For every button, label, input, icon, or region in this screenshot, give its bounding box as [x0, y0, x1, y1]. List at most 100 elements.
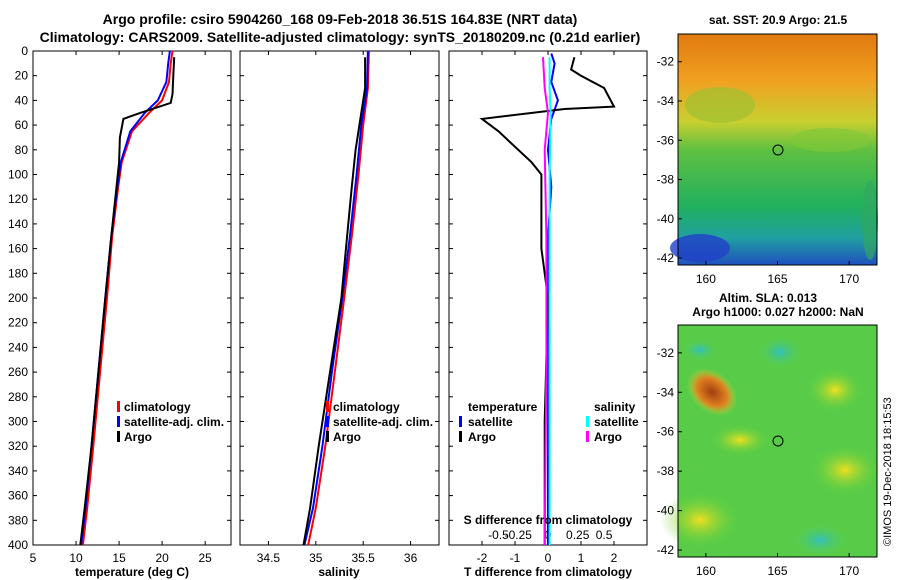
- map-y-tick-label: -32: [657, 55, 675, 69]
- legend-swatch-climatology: [326, 401, 329, 412]
- series-line-salinity-satellite: [548, 57, 552, 545]
- series-line-climatology: [307, 51, 370, 545]
- sla-axes: 160 165 170 -32 -34 -36 -38 -40 -42: [657, 346, 860, 578]
- sla-map-title-1: Altim. SLA: 0.013: [719, 291, 817, 305]
- sst-patch: [862, 180, 878, 260]
- map-y-tick-label: -32: [657, 346, 675, 360]
- temperature-x-axis: 5 10 15 20 25: [30, 51, 212, 565]
- difference-lines: [479, 53, 616, 545]
- sla-patch: [686, 368, 738, 416]
- y-tick-label: 240: [8, 340, 28, 354]
- y-tick-label: 340: [8, 464, 28, 478]
- legend-swatch-s-argo: [586, 431, 589, 442]
- salinity-xlabel: salinity: [318, 565, 360, 579]
- difference-x-axis: -2 -1 0 1 2-0.5-0.25 0 0.25 0.5: [477, 51, 618, 565]
- legend-swatch-climatology: [117, 401, 120, 412]
- series-line-satellite-adj-clim-: [303, 51, 369, 545]
- map-y-tick-label: -36: [657, 425, 675, 439]
- legend-label: satellite: [594, 415, 639, 429]
- argo-location-marker: [772, 435, 784, 447]
- y-tick-label: 160: [8, 242, 28, 256]
- legend-title-salinity: salinity: [594, 400, 636, 414]
- y-tick-label: 220: [8, 316, 28, 330]
- y-tick-label: 280: [8, 390, 28, 404]
- argo-location-marker: [772, 144, 784, 156]
- x-tick-label: 25: [198, 551, 212, 565]
- y-tick-label: 100: [8, 168, 28, 182]
- legend-swatch-satellite: [326, 416, 329, 427]
- difference-xlabel2: S difference from climatology: [464, 513, 633, 527]
- map-x-tick-label: 170: [839, 272, 859, 286]
- y-tick-label: 380: [8, 513, 28, 527]
- legend-swatch-argo: [117, 431, 120, 442]
- sst-axes: 160 165 170 -32 -34 -36 -38 -40 -42: [657, 55, 860, 286]
- sla-patch: [710, 424, 770, 456]
- sst-map-title: sat. SST: 20.9 Argo: 21.5: [709, 13, 848, 27]
- legend-swatch-argo: [326, 431, 329, 442]
- y-tick-label: 80: [15, 143, 29, 157]
- temperature-legend: climatology satellite-adj. clim. Argo: [117, 400, 224, 444]
- salinity-lines: [302, 51, 370, 545]
- map-x-tick-label: 160: [696, 272, 716, 286]
- legend-label: climatology: [124, 400, 191, 414]
- salinity-x-axis: 34.5 35 35.5 36: [257, 51, 418, 565]
- x-tick-label: 35.5: [352, 551, 376, 565]
- legend-label: climatology: [333, 400, 400, 414]
- y-tick-label: 0: [21, 44, 28, 58]
- legend-label: satellite: [468, 415, 513, 429]
- depth-axis: 0 20 40 60 80 100 120 140 160 180 200 220 240 260 280 3…: [8, 44, 647, 552]
- legend-swatch-t-satellite: [459, 416, 462, 427]
- y-tick-label: 320: [8, 439, 28, 453]
- map-x-tick-label: 165: [767, 272, 787, 286]
- y-tick-label: 20: [15, 69, 29, 83]
- x-tick-label: 0: [545, 551, 552, 565]
- x2-tick-label: -0.5: [488, 528, 509, 542]
- series-line-salinity-argo: [542, 57, 550, 545]
- map-x-tick-label: 170: [839, 564, 859, 578]
- sla-patch: [680, 338, 720, 362]
- legend-label: satellite-adj. clim.: [333, 415, 433, 429]
- x-tick-label: -2: [477, 551, 488, 565]
- x-tick-label: 2: [611, 551, 618, 565]
- map-y-tick-label: -40: [657, 212, 675, 226]
- temperature-panel: [32, 50, 232, 546]
- legend-label: Argo: [468, 430, 496, 444]
- y-tick-label: 360: [8, 489, 28, 503]
- map-y-tick-label: -38: [657, 464, 675, 478]
- sla-map-title-2: Argo h1000: 0.027 h2000: NaN: [692, 305, 863, 319]
- sst-patch: [670, 234, 730, 262]
- x-tick-label: 10: [69, 551, 83, 565]
- temperature-lines: [79, 51, 176, 545]
- salinity-panel: [239, 50, 440, 546]
- sla-patch: [810, 445, 880, 495]
- difference-legend: temperature satellite Argo salinity sate…: [459, 400, 639, 444]
- map-y-tick-label: -34: [657, 385, 675, 399]
- legend-title-temperature: temperature: [468, 400, 538, 414]
- x-tick-label: -1: [510, 551, 521, 565]
- legend-swatch-s-satellite: [586, 416, 589, 427]
- x2-tick-label: -0.25: [505, 528, 533, 542]
- x2-tick-label: 0.25: [566, 528, 590, 542]
- sst-map: [670, 33, 878, 266]
- y-tick-label: 260: [8, 365, 28, 379]
- x2-tick-label: 0.5: [596, 528, 613, 542]
- sla-patch: [807, 368, 863, 412]
- x-tick-label: 35: [309, 551, 323, 565]
- series-line-argo: [79, 57, 176, 545]
- series-line-argo: [302, 57, 367, 545]
- map-y-tick-label: -34: [657, 94, 675, 108]
- legend-swatch-t-argo: [459, 431, 462, 442]
- map-y-tick-label: -42: [657, 251, 675, 265]
- y-tick-label: 120: [8, 192, 28, 206]
- credit-text: ©IMOS 19-Dec-2018 18:15:53: [882, 397, 894, 546]
- y-tick-label: 180: [8, 266, 28, 280]
- title-line2: Climatology: CARS2009. Satellite-adjuste…: [40, 29, 641, 45]
- legend-label: Argo: [594, 430, 622, 444]
- y-tick-label: 200: [8, 291, 28, 305]
- x-tick-label: 36: [404, 551, 418, 565]
- map-y-tick-label: -42: [657, 543, 675, 557]
- map-y-tick-label: -40: [657, 504, 675, 518]
- map-x-tick-label: 165: [767, 564, 787, 578]
- map-y-tick-label: -38: [657, 173, 675, 187]
